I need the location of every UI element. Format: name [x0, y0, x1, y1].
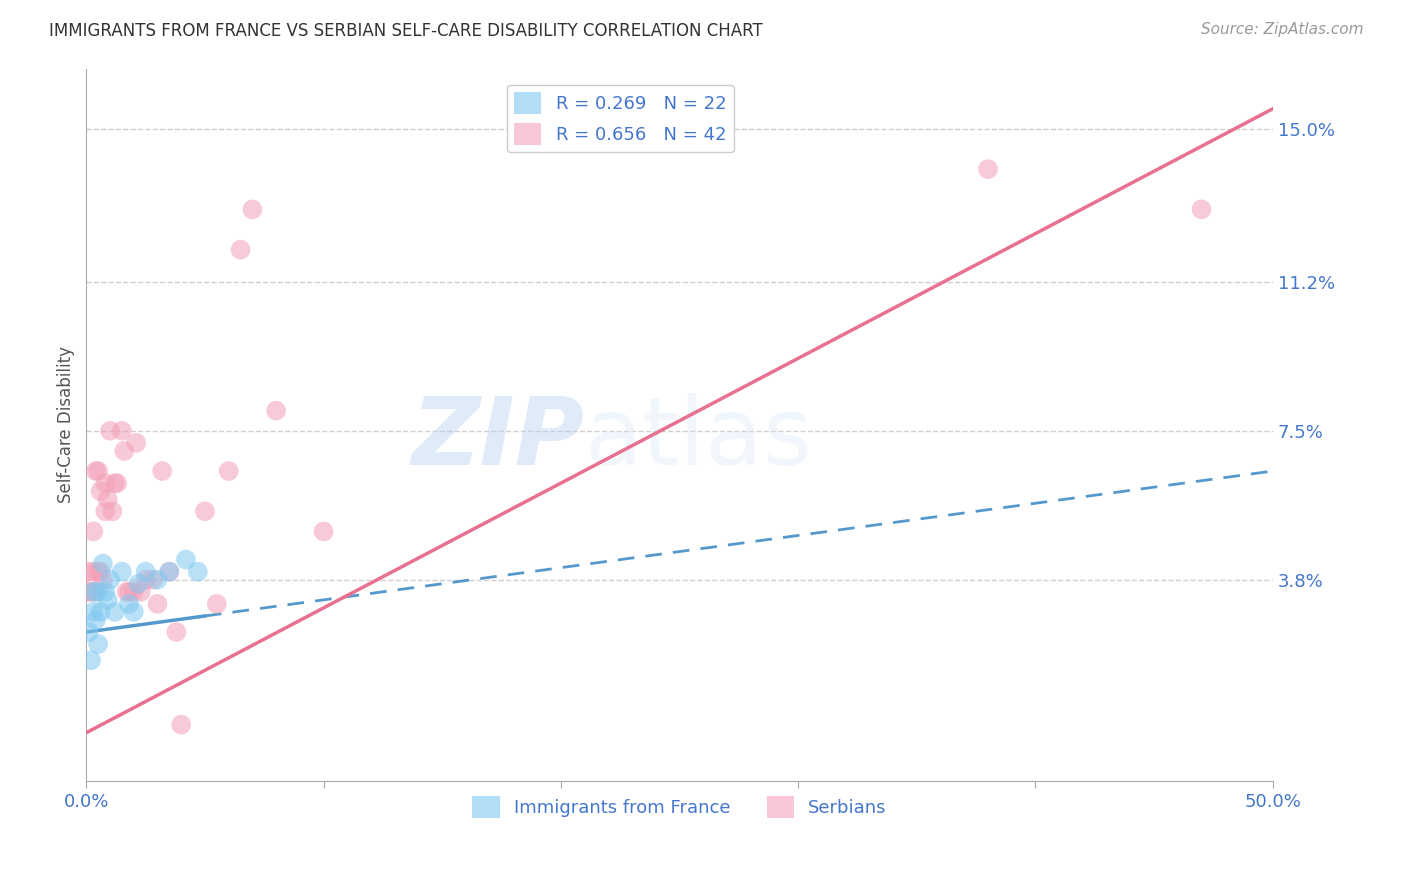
- Point: [82, 565, 104, 579]
- Point: [115, 584, 138, 599]
- Point: [264, 403, 287, 417]
- Point: [80, 653, 103, 667]
- Point: [94, 504, 117, 518]
- Point: [87, 584, 110, 599]
- Point: [84, 464, 107, 478]
- Point: [150, 464, 173, 478]
- Point: [135, 565, 157, 579]
- Point: [218, 464, 240, 478]
- Text: atlas: atlas: [585, 393, 813, 485]
- Point: [82, 524, 104, 539]
- Point: [194, 504, 217, 518]
- Point: [94, 476, 117, 491]
- Text: IMMIGRANTS FROM FRANCE VS SERBIAN SELF-CARE DISABILITY CORRELATION CHART: IMMIGRANTS FROM FRANCE VS SERBIAN SELF-C…: [49, 22, 763, 40]
- Point: [977, 162, 1000, 177]
- Point: [101, 504, 124, 518]
- Point: [77, 565, 100, 579]
- Point: [98, 424, 121, 438]
- Text: ZIP: ZIP: [412, 393, 585, 485]
- Point: [157, 565, 180, 579]
- Point: [97, 492, 120, 507]
- Point: [89, 565, 111, 579]
- Point: [157, 565, 180, 579]
- Point: [89, 484, 111, 499]
- Point: [1191, 202, 1213, 217]
- Point: [80, 584, 103, 599]
- Point: [125, 435, 148, 450]
- Point: [166, 625, 188, 640]
- Point: [84, 584, 107, 599]
- Point: [122, 605, 145, 619]
- Text: Source: ZipAtlas.com: Source: ZipAtlas.com: [1201, 22, 1364, 37]
- Point: [118, 584, 141, 599]
- Point: [91, 557, 114, 571]
- Point: [129, 584, 152, 599]
- Point: [112, 444, 135, 458]
- Point: [187, 565, 209, 579]
- Point: [91, 573, 114, 587]
- Point: [105, 476, 128, 491]
- Point: [174, 552, 197, 566]
- Point: [87, 464, 110, 478]
- Point: [205, 597, 228, 611]
- Point: [87, 565, 110, 579]
- Point: [89, 605, 111, 619]
- Y-axis label: Self-Care Disability: Self-Care Disability: [58, 346, 75, 503]
- Point: [312, 524, 335, 539]
- Point: [229, 243, 252, 257]
- Point: [142, 573, 165, 587]
- Point: [77, 584, 100, 599]
- Point: [242, 202, 264, 217]
- Point: [122, 584, 145, 599]
- Point: [98, 573, 121, 587]
- Point: [84, 613, 107, 627]
- Point: [146, 573, 169, 587]
- Point: [146, 597, 169, 611]
- Point: [128, 576, 150, 591]
- Point: [118, 597, 141, 611]
- Point: [104, 476, 127, 491]
- Point: [104, 605, 127, 619]
- Point: [111, 565, 134, 579]
- Point: [97, 592, 120, 607]
- Point: [135, 573, 157, 587]
- Point: [82, 605, 104, 619]
- Point: [82, 584, 104, 599]
- Point: [87, 637, 110, 651]
- Legend: Immigrants from France, Serbians: Immigrants from France, Serbians: [465, 789, 894, 825]
- Point: [111, 424, 134, 438]
- Point: [170, 717, 193, 731]
- Point: [77, 625, 100, 640]
- Point: [94, 584, 117, 599]
